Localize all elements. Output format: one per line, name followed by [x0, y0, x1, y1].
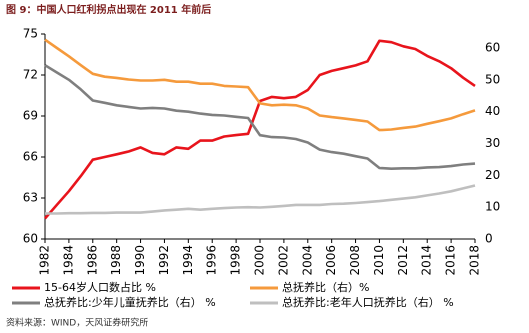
x-tick-label: 2018: [468, 245, 482, 276]
y2-tick-label: 60: [485, 41, 500, 55]
legend-label: 总抚养比:老年人口抚养比（右） %: [282, 295, 454, 309]
x-tick-label: 2012: [396, 245, 410, 276]
y-tick-label: 75: [23, 27, 38, 41]
chart-title: 图 9：中国人口红利拐点出现在 2011 年前后: [6, 3, 211, 16]
y-tick-label: 66: [23, 150, 38, 164]
y-tick-label: 72: [23, 68, 38, 82]
x-tick-label: 2008: [348, 245, 362, 276]
x-tick-label: 1994: [181, 245, 195, 276]
y2-tick-label: 20: [485, 168, 500, 182]
x-tick-label: 1996: [205, 245, 219, 276]
x-tick-label: 1992: [157, 245, 171, 276]
x-tick-label: 2002: [276, 245, 290, 276]
x-tick-label: 1982: [38, 245, 52, 276]
legend-label: 总抚养比:少年儿童抚养比（右） %: [44, 295, 216, 309]
x-tick-label: 1986: [85, 245, 99, 276]
y-tick-label: 69: [23, 109, 38, 123]
legend-label: 15-64岁人口数占比 %: [44, 280, 156, 294]
y2-tick-label: 50: [485, 72, 500, 86]
y2-tick-label: 0: [485, 232, 493, 246]
source-note: 资料来源：WIND，天风证券研究所: [6, 317, 148, 329]
y2-tick-label: 30: [485, 136, 500, 150]
series-line: [44, 38, 476, 132]
series-line: [44, 39, 476, 220]
y-tick-label: 60: [23, 232, 38, 246]
y2-tick-label: 40: [485, 104, 500, 118]
x-tick-label: 1990: [133, 245, 147, 276]
y2-tick-label: 10: [485, 200, 500, 214]
x-tick-label: 1988: [109, 245, 123, 276]
x-tick-label: 2006: [324, 245, 338, 276]
series-line: [44, 64, 476, 170]
x-tick-label: 1984: [61, 245, 75, 276]
legend-label: 总抚养比（右）%: [282, 280, 369, 294]
x-tick-label: 1998: [229, 245, 243, 276]
x-tick-label: 2004: [300, 245, 314, 276]
x-tick-label: 2016: [444, 245, 458, 276]
series-line: [45, 184, 476, 215]
x-tick-label: 2010: [372, 245, 386, 276]
x-tick-label: 2000: [253, 245, 267, 276]
x-tick-label: 2014: [420, 245, 434, 276]
y-tick-label: 63: [23, 191, 38, 205]
